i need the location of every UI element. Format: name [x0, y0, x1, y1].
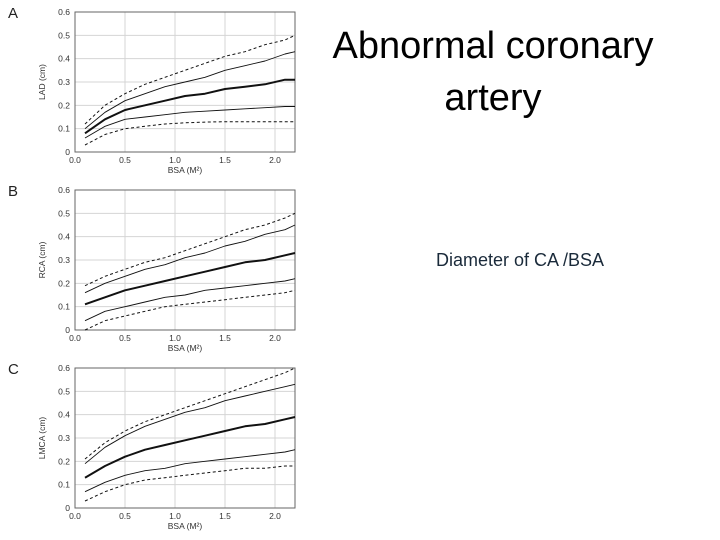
- y-tick-label: 0.4: [58, 54, 70, 64]
- series-line-5: [84, 121, 295, 146]
- y-tick-label: 0.2: [58, 100, 70, 110]
- y-tick-label: 0.4: [58, 232, 70, 242]
- panel-label: C: [8, 361, 19, 378]
- y-axis-label: RCA (cm): [37, 241, 47, 278]
- x-axis-label: BSA (M²): [168, 343, 203, 353]
- y-tick-label: 0.3: [58, 77, 70, 87]
- series-line-5: [84, 289, 296, 331]
- series-line-2: [84, 383, 296, 465]
- series-line-5: [84, 465, 295, 502]
- y-axis-label: LMCA (cm): [37, 417, 47, 460]
- series-line-3: [84, 416, 296, 479]
- series-line-3: [84, 252, 296, 306]
- x-tick-label: 1.0: [169, 155, 181, 165]
- y-tick-label: 0.1: [58, 302, 70, 312]
- y-tick-label: 0.1: [58, 480, 70, 490]
- x-tick-label: 1.5: [219, 333, 231, 343]
- series-line-3: [84, 78, 295, 135]
- series-line-1: [84, 212, 296, 287]
- x-tick-label: 0.5: [119, 333, 131, 343]
- y-axis-label: LAD (cm): [37, 64, 47, 100]
- y-tick-label: 0.1: [58, 124, 70, 134]
- series-line-2: [84, 224, 296, 294]
- y-tick-label: 0.5: [58, 30, 70, 40]
- y-tick-label: 0.3: [58, 433, 70, 443]
- x-tick-label: 0.0: [69, 511, 81, 521]
- chart-panel-a: A 0 0.1 0.2 0.3 0.4 0.5 0.6 0.0 0.5 1.0 1.5 2.0 BSA (…: [8, 5, 296, 175]
- chart-panel-b: B 0 0.1 0.2 0.3 0.4 0.5 0.6 0.0 0.5 1.0 1.5 2.0 BSA (…: [8, 183, 296, 353]
- y-tick-label: 0.2: [58, 456, 70, 466]
- x-tick-label: 0.0: [69, 333, 81, 343]
- panel-label: B: [8, 183, 18, 200]
- x-tick-label: 0.5: [119, 155, 131, 165]
- plot-frame: [74, 367, 296, 509]
- series-line-1: [84, 34, 296, 125]
- x-axis-label: BSA (M²): [168, 521, 203, 531]
- y-tick-label: 0: [65, 147, 70, 157]
- y-tick-label: 0.3: [58, 255, 70, 265]
- x-tick-label: 2.0: [269, 511, 281, 521]
- x-tick-label: 0.0: [69, 155, 81, 165]
- x-tick-label: 1.0: [169, 511, 181, 521]
- series-line-4: [84, 278, 296, 322]
- x-tick-label: 1.0: [169, 333, 181, 343]
- y-tick-label: 0.2: [58, 278, 70, 288]
- y-tick-label: 0.6: [58, 185, 70, 195]
- y-tick-label: 0: [65, 325, 70, 335]
- y-tick-label: 0.6: [58, 7, 70, 17]
- x-axis-label: BSA (M²): [168, 165, 203, 175]
- x-tick-label: 2.0: [269, 155, 281, 165]
- chart-panel-c: C 0 0.1 0.2 0.3 0.4 0.5 0.6 0.0 0.5 1.0 1.5 2.0 BSA (…: [8, 361, 296, 531]
- series-line-4: [84, 449, 296, 493]
- series-line-4: [84, 106, 295, 139]
- series-line-2: [84, 51, 296, 130]
- x-tick-label: 0.5: [119, 511, 131, 521]
- y-tick-label: 0.6: [58, 363, 70, 373]
- y-tick-label: 0: [65, 503, 70, 513]
- y-tick-label: 0.4: [58, 410, 70, 420]
- series-line-1: [84, 367, 296, 460]
- plot-frame: [74, 189, 296, 331]
- slide-subtitle: Diameter of CA /BSA: [435, 250, 605, 270]
- panel-label: A: [8, 5, 18, 22]
- slide-title: Abnormal coronary artery: [332, 25, 654, 119]
- y-tick-label: 0.5: [58, 386, 70, 396]
- x-tick-label: 1.5: [219, 511, 231, 521]
- x-tick-label: 2.0: [269, 333, 281, 343]
- y-tick-label: 0.5: [58, 208, 70, 218]
- x-tick-label: 1.5: [219, 155, 231, 165]
- plot-frame: [74, 11, 296, 153]
